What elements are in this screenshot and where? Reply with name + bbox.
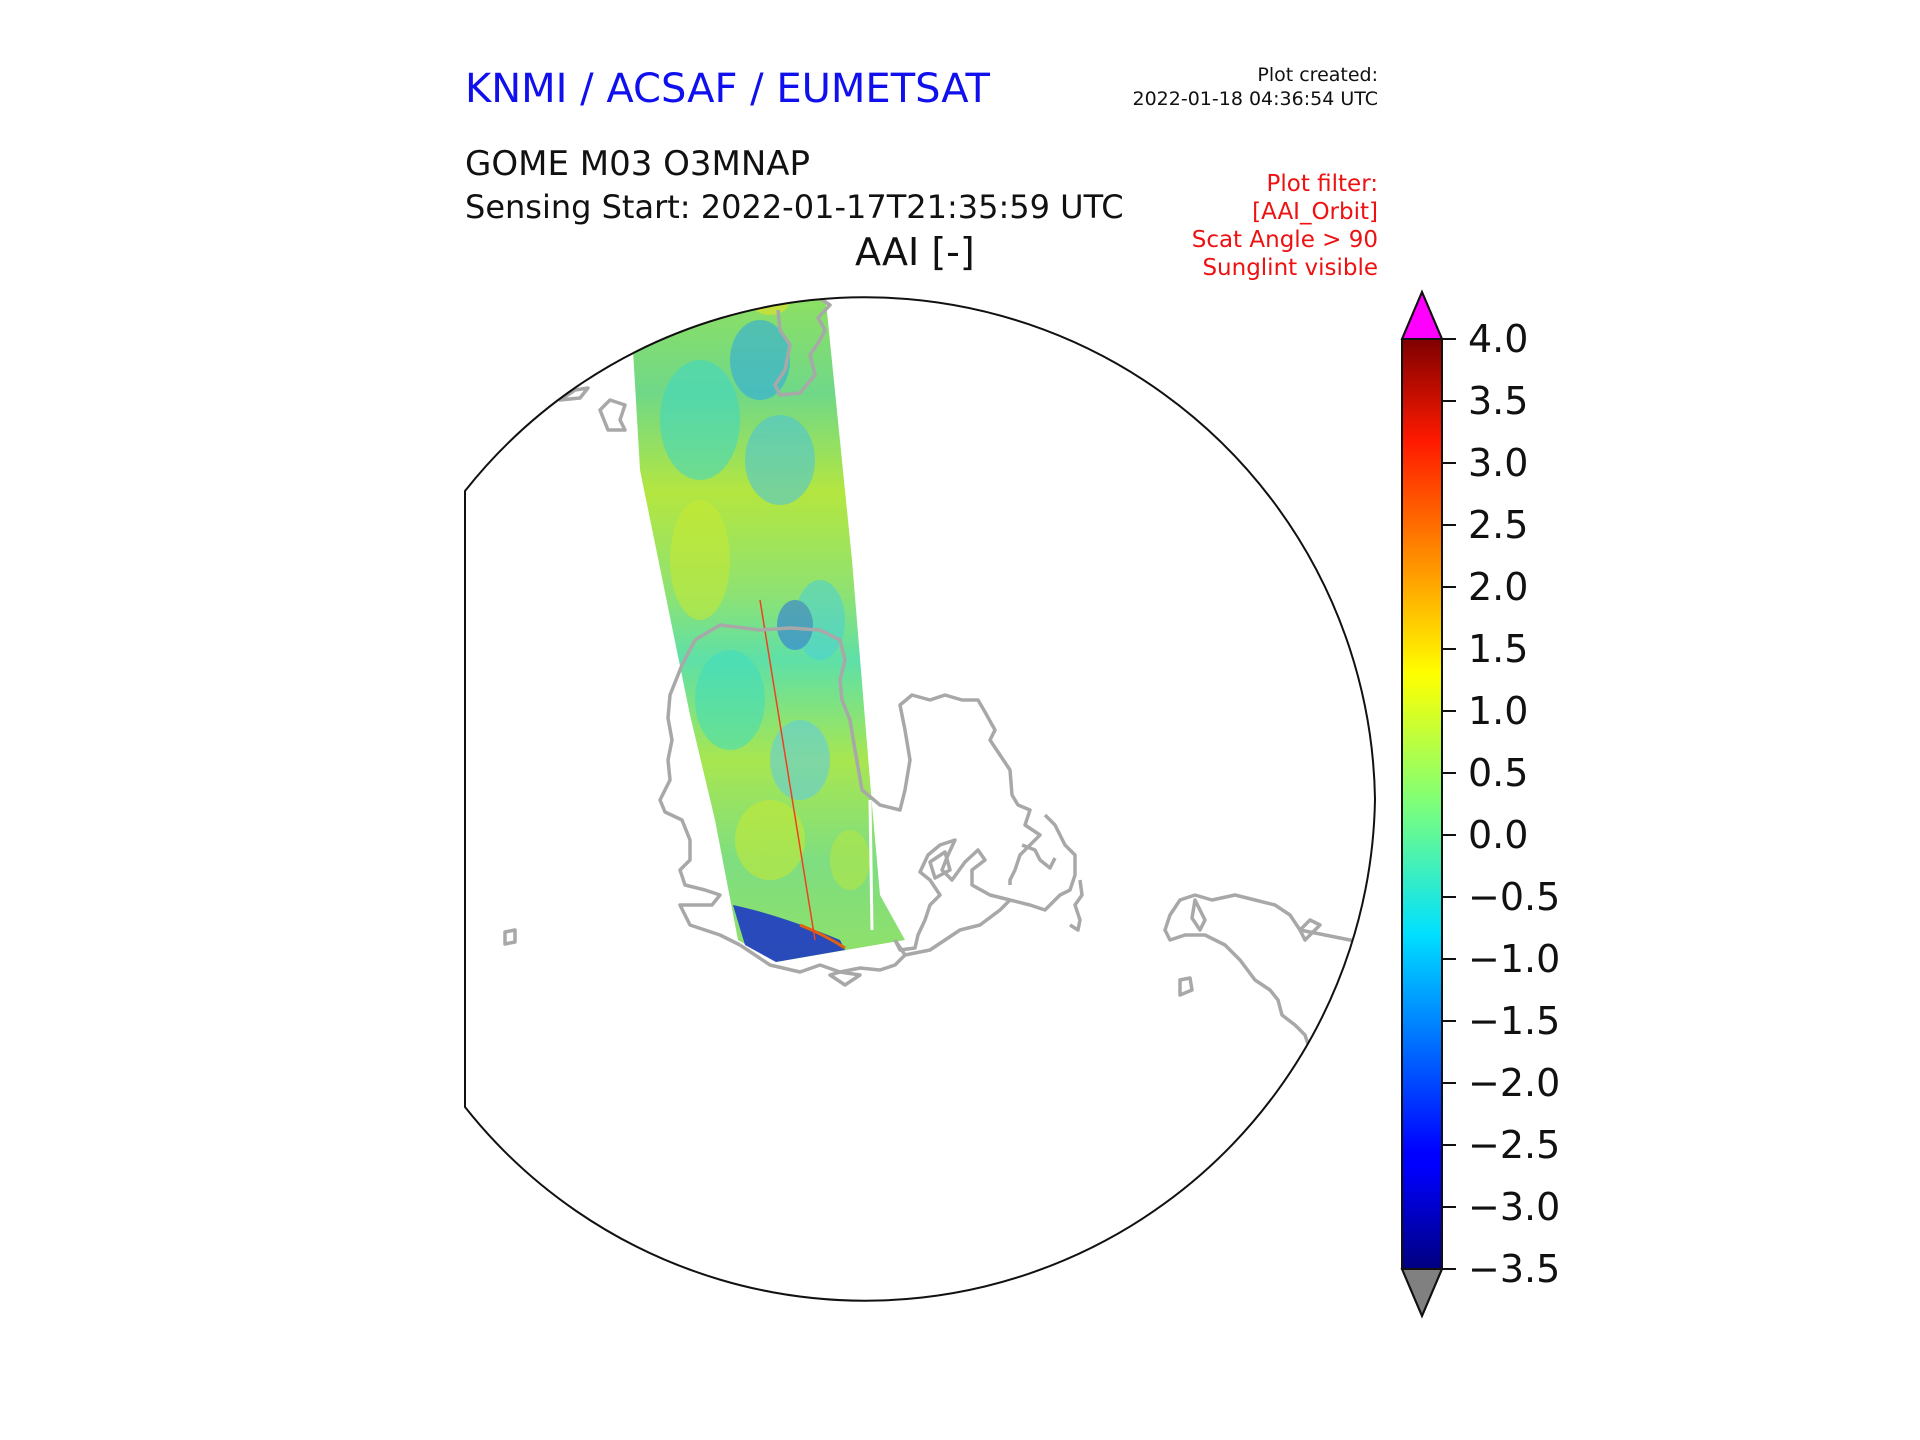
- colorbar-tick-label: −1.0: [1468, 937, 1560, 981]
- colorbar-tick-label: 2.0: [1468, 565, 1528, 609]
- sensing-start: Sensing Start: 2022-01-17T21:35:59 UTC: [465, 188, 1124, 226]
- colorbar-over-extend: [1400, 289, 1444, 340]
- colorbar-tick-label: −0.5: [1468, 875, 1560, 919]
- plot-created-label: Plot created:: [1257, 64, 1378, 86]
- plot-filter-name: [AAI_Orbit]: [1252, 199, 1378, 225]
- coast-small-island-west: [503, 928, 517, 946]
- swath-low-values: [733, 905, 845, 962]
- swath-gap-line: [868, 799, 874, 931]
- plot-filter-label: Plot filter:: [1266, 171, 1378, 197]
- coast-south-america: [1163, 893, 1375, 1096]
- colorbar-tick-label: 2.5: [1468, 503, 1528, 547]
- coast-small-island-se: [1178, 976, 1194, 997]
- coast-island-a: [598, 398, 627, 432]
- colorbar-tick-label: −2.5: [1468, 1123, 1560, 1167]
- coast-sa-islet-2: [1298, 918, 1322, 942]
- colorbar-tick-label: 0.0: [1468, 813, 1528, 857]
- colorbar-tick-label: 3.5: [1468, 379, 1528, 423]
- coast-sa-islet: [1190, 898, 1207, 932]
- organisation-title: KNMI / ACSAF / EUMETSAT: [465, 66, 990, 112]
- colorbar-gradient: [1402, 339, 1442, 1269]
- colorbar-tick-label: −2.0: [1468, 1061, 1560, 1105]
- plot-filter-sunglint: Sunglint visible: [1202, 255, 1378, 281]
- coast-bottom: [739, 939, 907, 974]
- coast-inner-ross: [1069, 879, 1084, 932]
- colorbar-tick-label: 4.0: [1468, 317, 1528, 361]
- swath-center-line: [759, 599, 816, 941]
- colorbar-tick-label: 1.5: [1468, 627, 1528, 671]
- plot-created-time: 2022-01-18 04:36:54 UTC: [1132, 88, 1379, 110]
- coast-north: [773, 297, 832, 397]
- swath-high-streak: [799, 923, 846, 950]
- colorbar-tick-label: −1.5: [1468, 999, 1560, 1043]
- map-data-layer: [503, 297, 1375, 1096]
- coast-antarctica-main: [694, 623, 1042, 885]
- coast-antarctica-west: [658, 639, 741, 947]
- map-boundary: [464, 296, 1377, 1302]
- coast-peninsula-inner: [928, 850, 952, 880]
- coastlines: [503, 297, 1375, 1096]
- coast-bottom-east: [904, 898, 1012, 957]
- colorbar-tick-label: 1.0: [1468, 689, 1528, 733]
- coast-bottom-east-2: [828, 970, 862, 987]
- colorbar-ticks: 4.0 3.5 3.0 2.5 2.0 1.5 1.0 0.5 0.0 −0.5 −1.0 −1.5 −…: [1442, 317, 1560, 1291]
- colorbar-tick-label: 3.0: [1468, 441, 1528, 485]
- product-name: GOME M03 O3MNAP: [465, 144, 811, 184]
- coast-island-b: [558, 386, 590, 402]
- colorbar-tick-label: 0.5: [1468, 751, 1528, 795]
- variable-title: AAI [-]: [855, 230, 975, 274]
- swath-texture: [660, 297, 870, 890]
- plot-filter-scat-angle: Scat Angle > 90: [1191, 227, 1378, 253]
- colorbar-tick-label: −3.0: [1468, 1185, 1560, 1229]
- coast-antarctica-south: [893, 813, 1077, 952]
- colorbar-under-extend: [1400, 1268, 1444, 1319]
- colorbar-tick-label: −3.5: [1468, 1247, 1560, 1291]
- coast-peninsula-bay: [1021, 843, 1057, 870]
